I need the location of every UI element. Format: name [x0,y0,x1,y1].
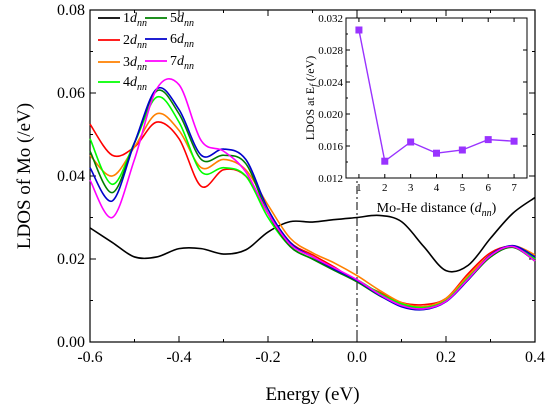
inset-y-axis-title: LDOS at Ef (/eV) [303,56,320,140]
series-line-2nn [89,121,536,306]
legend-subscript: nn [137,62,147,73]
inset-y-title-prefix: LDOS at E [303,87,317,140]
legend-label-6nn: 6dnn [170,32,194,50]
inset-x-tick-label: 1 [356,182,362,194]
inset-plot: 1 2 3 4 5 6 7 0.012 0.016 0.020 0.024 0.028 0.032 Mo-… [303,13,528,219]
y-tick-label: 0.00 [57,334,85,351]
legend-subscript: nn [184,61,194,72]
legend-number: 5 [170,11,177,26]
legend-label-1nn: 1dnn [123,11,147,29]
inset-x-tick-label: 4 [434,182,440,194]
y-tick-label: 0.08 [57,2,85,19]
y-tick-label: 0.02 [57,251,85,268]
series-line-1nn [89,196,536,273]
series-line-7nn [89,78,536,310]
inset-x-tick-label: 2 [382,182,388,194]
inset-y-tick-label: 0.024 [318,77,343,89]
x-tick-label: -0.2 [255,349,280,366]
y-tick-label: 0.04 [57,168,85,185]
legend-subscript: nn [184,39,194,50]
x-tick-label: -0.6 [77,349,102,366]
inset-data-point [407,138,415,146]
y-tick-label: 0.06 [57,85,85,102]
inset-y-title-suffix: (/eV) [303,56,317,84]
inset-x-title-suffix: ) [492,201,497,216]
inset-y-tick-label: 0.012 [318,173,343,185]
legend-subscript: nn [137,40,147,51]
x-tick-label: -0.4 [166,349,191,366]
legend-label-3nn: 3dnn [123,55,147,73]
inset-y-tick-label: 0.016 [318,141,343,153]
inset-y-title-sub: f [309,83,320,87]
legend-label-5nn: 5dnn [170,11,194,29]
legend-number: 2 [123,33,130,48]
main-plot: -0.6 -0.4 -0.2 0.0 0.2 0.4 0.00 0.02 0.04 0.06 0.0… [14,2,545,405]
legend-label-4nn: 4dnn [123,75,147,93]
legend-number: 3 [123,55,130,70]
legend-italic-d: d [130,75,138,90]
inset-y-tick-label: 0.020 [318,109,343,121]
legend-italic-d: d [177,54,185,69]
inset-x-tick-label: 7 [511,182,517,194]
legend-label-2nn: 2dnn [123,33,147,51]
legend-subscript: nn [137,18,147,29]
legend-number: 7 [170,54,177,69]
inset-x-title-sub: nn [482,208,492,219]
inset-y-tick-label: 0.032 [318,13,343,25]
inset-data-point [458,146,466,154]
legend-label-7nn: 7dnn [170,54,194,72]
inset-x-tick-label: 6 [485,182,491,194]
legend-number: 1 [123,11,130,26]
legend-italic-d: d [177,11,185,26]
x-axis-title: Energy (eV) [265,384,359,405]
legend-italic-d: d [130,33,138,48]
inset-x-tick-label: 3 [408,182,414,194]
inset-x-title-italic: d [475,201,483,216]
x-tick-label: 0.2 [436,349,456,366]
inset-data-point [381,157,389,165]
y-axis-title: LDOS of Mo (/eV) [14,103,35,249]
x-tick-label: 0.0 [347,349,367,366]
legend-italic-d: d [177,32,185,47]
legend-number: 4 [123,75,130,90]
inset-x-title-prefix: Mo-He distance ( [377,201,475,216]
series-line-3nn [89,112,536,308]
legend-subscript: nn [137,82,147,93]
legend-subscript: nn [184,18,194,29]
legend-italic-d: d [130,55,138,70]
inset-x-axis-title: Mo-He distance (dnn) [377,201,497,219]
legend-number: 6 [170,32,177,47]
inset-data-point [433,149,440,157]
inset-data-point [484,136,492,144]
inset-x-tick-label: 5 [460,182,466,194]
inset-data-point [510,137,518,145]
inset-y-tick-label: 0.028 [318,45,343,57]
x-tick-label: 0.4 [525,349,545,366]
legend-italic-d: d [130,11,138,26]
inset-data-point [355,26,363,34]
